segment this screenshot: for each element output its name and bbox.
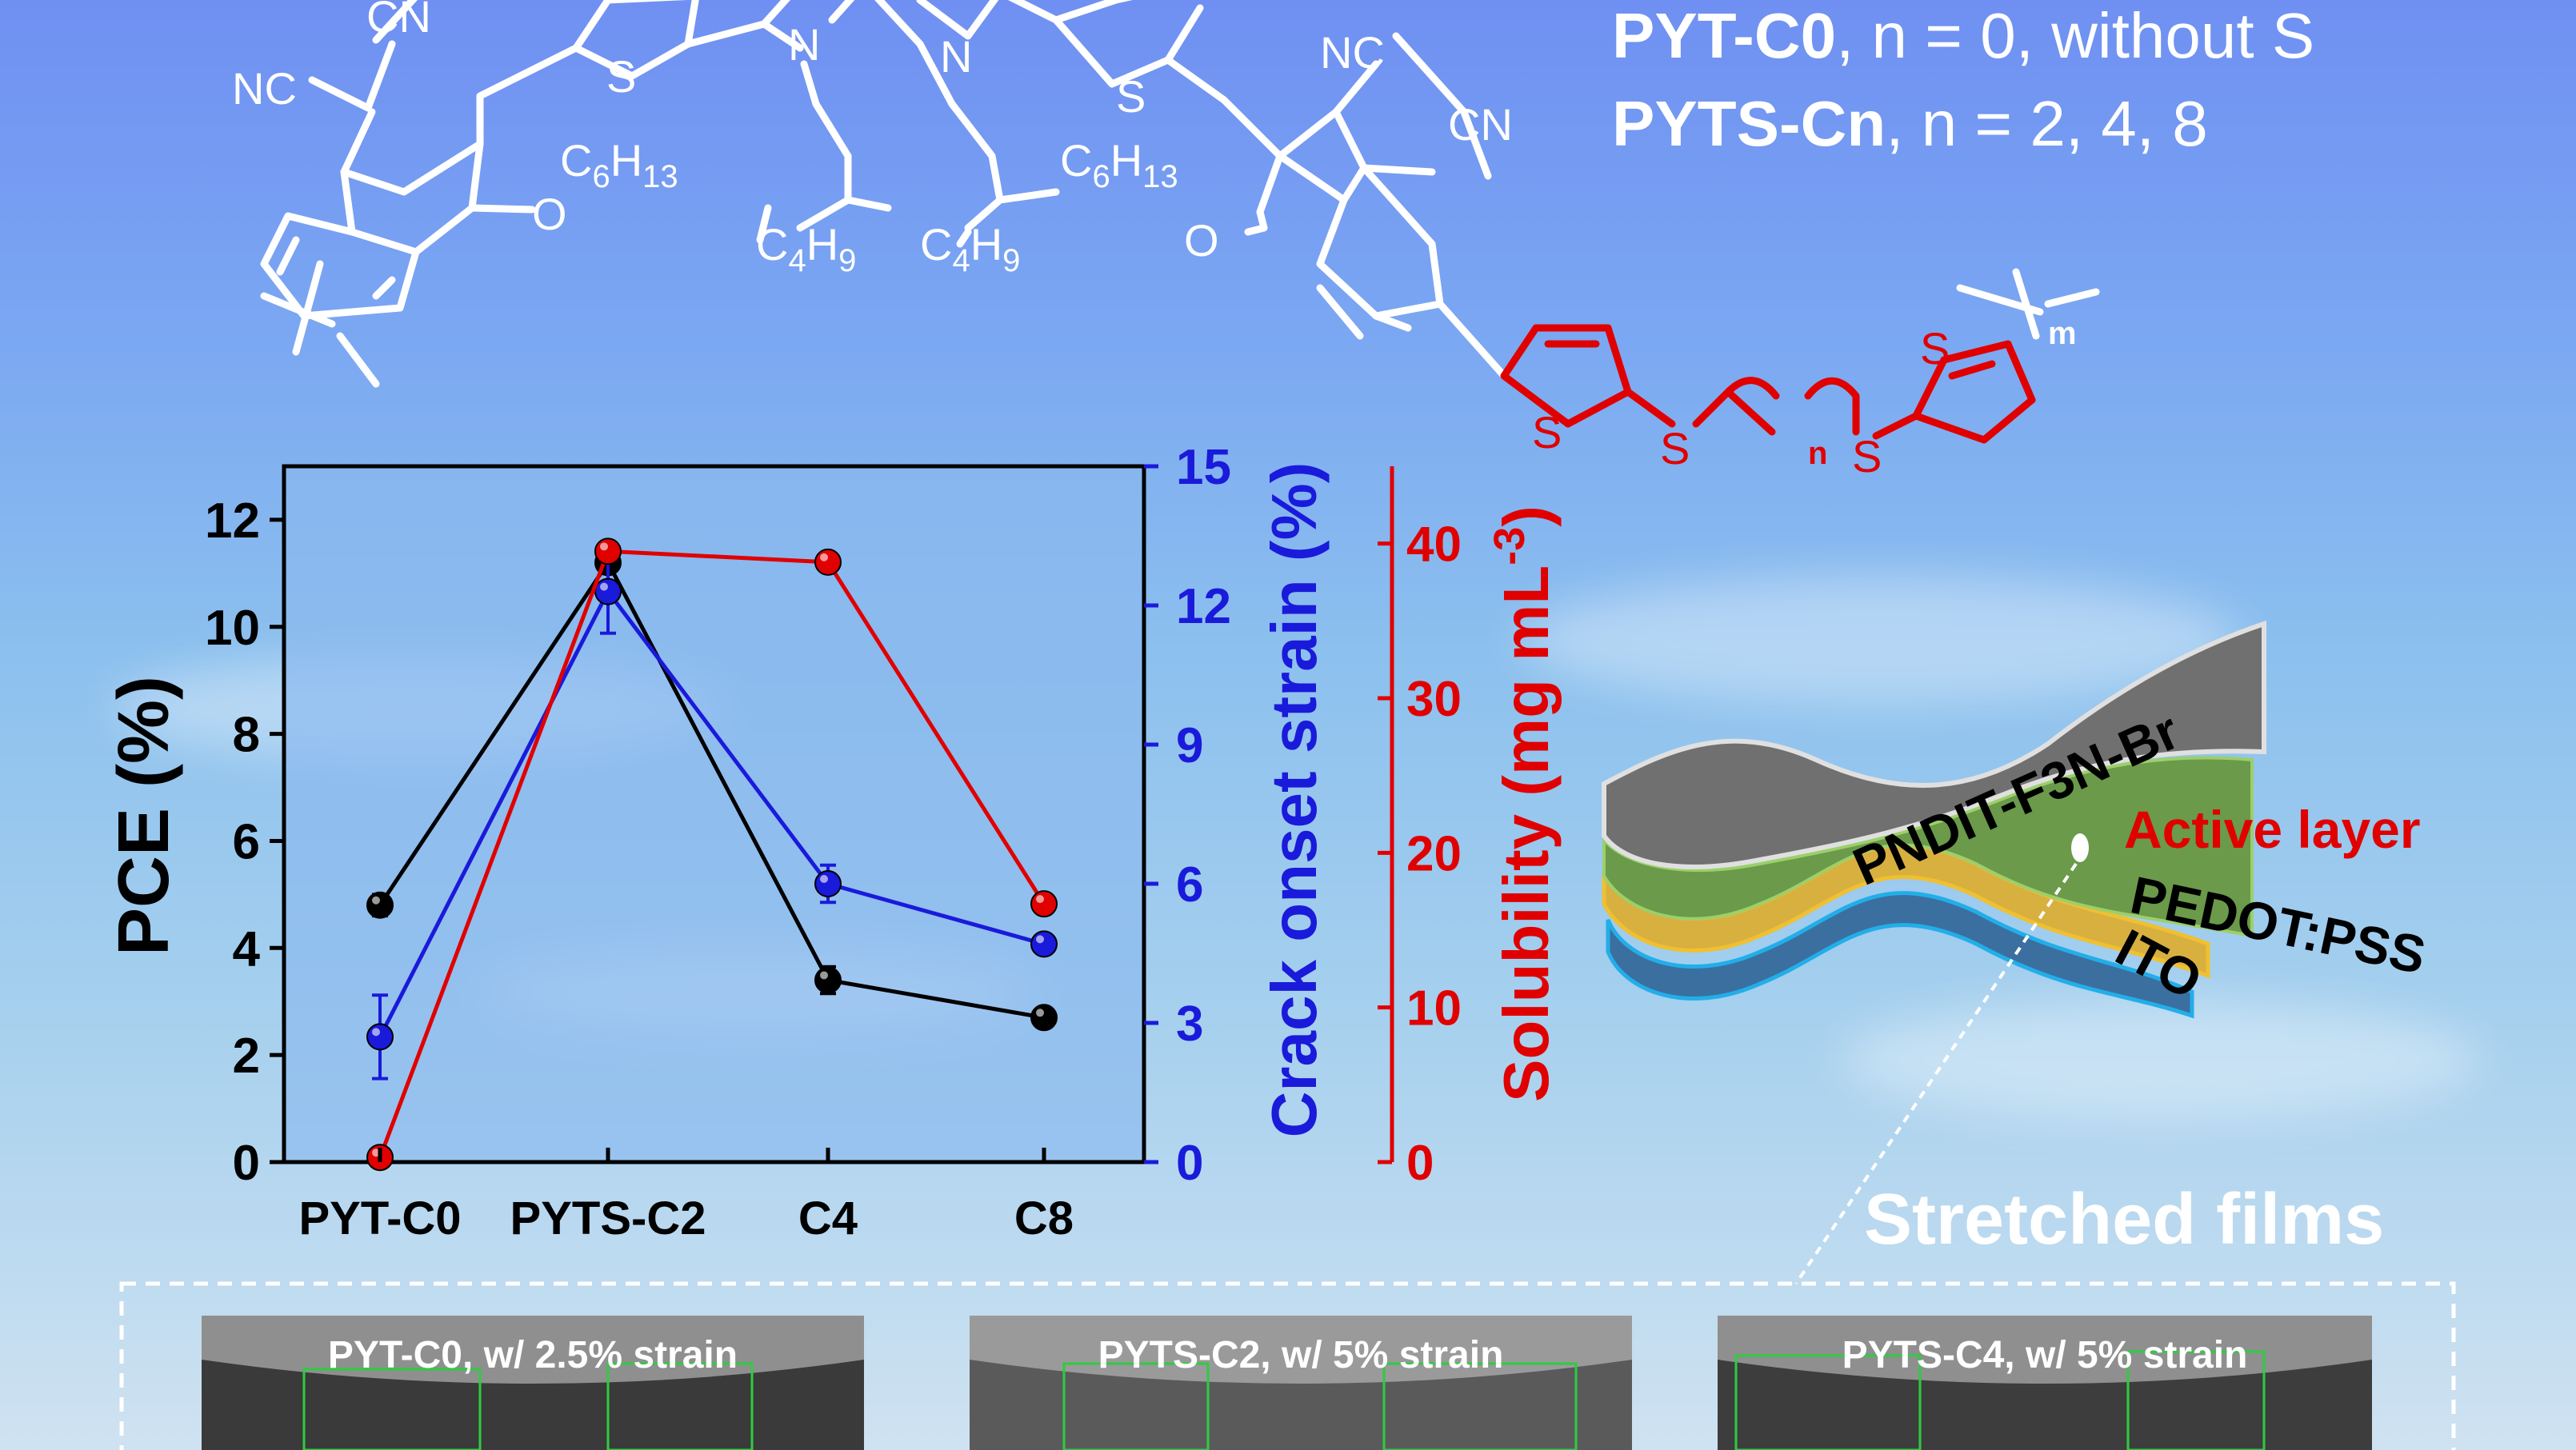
atom-o-1: O — [532, 189, 567, 239]
tick-label-right2-3: 30 — [1406, 672, 1462, 727]
tick-label-right1-5: 15 — [1176, 440, 1231, 495]
callout-line — [1794, 862, 2078, 1285]
tick-label-right1-0: 0 — [1176, 1136, 1203, 1191]
formula-c4h9-left: C4H9 — [756, 219, 856, 278]
atom-s-red-4: S — [1920, 323, 1950, 373]
point-left-0 — [366, 891, 394, 919]
atom-s-1: S — [606, 51, 636, 102]
x-tick-label-2: C4 — [798, 1192, 858, 1244]
atom-m: m — [2048, 316, 2077, 351]
film-photo-2: PYTS-C2, w/ 5% strain — [970, 1316, 1632, 1450]
point-highlight-right1-0 — [372, 1028, 380, 1037]
atom-nc-2: NC — [1320, 27, 1385, 78]
formula-c6h13-right: C6H13 — [1060, 135, 1178, 194]
compound-legend-line-1: PYT-C0, n = 0, without S — [1612, 0, 2314, 71]
tick-label-right1-4: 12 — [1176, 579, 1231, 634]
film-photo-3-title: PYTS-C4, w/ 5% strain — [1842, 1334, 2248, 1376]
tick-label-right1-2: 6 — [1176, 857, 1203, 913]
x-tick-label-3: C8 — [1014, 1192, 1074, 1244]
atom-n-2: N — [940, 31, 972, 82]
point-highlight-right2-2 — [820, 553, 828, 561]
atom-cn-2: CN — [1448, 99, 1513, 150]
atom-o-2: O — [1184, 215, 1219, 266]
series-layer — [366, 537, 1058, 1172]
formula-c6h13-left: C6H13 — [560, 135, 678, 194]
tick-label-right2-1: 10 — [1406, 981, 1462, 1037]
atom-s-red-3: S — [1852, 431, 1882, 481]
tick-label-right1-1: 3 — [1176, 997, 1203, 1052]
point-highlight-left-3 — [1036, 1009, 1044, 1017]
film-photo-1-title: PYT-C0, w/ 2.5% strain — [328, 1334, 738, 1376]
point-highlight-right1-2 — [820, 875, 828, 883]
thiophene-sulfide-segment — [1500, 324, 2036, 444]
atom-s-2: S — [1116, 71, 1146, 122]
series-line-left — [378, 558, 1045, 1020]
layer-label-active: Active layer — [2124, 800, 2421, 859]
tick-label-left-4: 8 — [233, 708, 260, 763]
point-right1-0 — [366, 1023, 394, 1051]
point-highlight-left-2 — [820, 971, 828, 980]
compound-legend-line-2: PYTS-Cn, n = 2, 4, 8 — [1612, 88, 2208, 159]
film-photo-2-title: PYTS-C2, w/ 5% strain — [1098, 1334, 1504, 1376]
series-line-right1 — [378, 587, 1045, 1038]
x-tick-label-0: PYT-C0 — [298, 1192, 461, 1244]
tick-label-left-0: 0 — [233, 1136, 260, 1191]
y-axis-label-crack: Crack onset strain (%) — [1258, 462, 1330, 1138]
point-highlight-left-0 — [372, 896, 380, 905]
point-right2-1 — [594, 537, 622, 565]
point-highlight-right1-1 — [600, 582, 608, 591]
layer-active-shape — [1602, 756, 2254, 938]
tick-label-left-6: 12 — [205, 493, 260, 549]
film-photo-3: PYTS-C4, w/ 5% strain — [1718, 1316, 2372, 1450]
tick-label-left-3: 6 — [233, 814, 260, 869]
atom-n-subscript: n — [1808, 436, 1827, 471]
atom-s-red-1: S — [1532, 407, 1562, 457]
point-right1-1 — [594, 577, 622, 605]
layer-ito-shape — [1606, 891, 2194, 1019]
tick-label-right1-3: 9 — [1176, 718, 1203, 773]
point-right2-3 — [1030, 890, 1058, 918]
point-highlight-right1-3 — [1036, 935, 1044, 944]
plot-area — [282, 464, 1146, 1164]
tick-label-right2-2: 20 — [1406, 826, 1462, 881]
atom-n-1: N — [788, 19, 820, 70]
axes-layer: 0 2 4 6 8 10 12 0 3 6 9 12 15 0 10 20 30 40 PYT-C0 PYTS-C2 C… — [205, 440, 1462, 1244]
point-left-2 — [814, 966, 842, 994]
y-axis-label-pce: PCE (%) — [104, 676, 184, 956]
molecule-structure — [260, 0, 2100, 388]
tick-label-right2-4: 40 — [1406, 517, 1462, 573]
stretched-films-frame — [119, 1281, 2456, 1450]
point-highlight-right2-1 — [600, 542, 608, 551]
y-axis-label-solubility: Solubility (mg mL-3) — [1486, 505, 1562, 1102]
formula-c4h9-right: C4H9 — [920, 219, 1020, 278]
tick-label-left-2: 4 — [233, 921, 261, 977]
point-left-3 — [1030, 1004, 1058, 1032]
tick-label-left-5: 10 — [205, 601, 260, 656]
atom-s-red-2: S — [1660, 423, 1690, 473]
point-right2-2 — [814, 548, 842, 576]
point-highlight-right2-3 — [1036, 895, 1044, 904]
compound-legend: PYT-C0, n = 0, without S PYTS-Cn, n = 2,… — [1612, 0, 2314, 159]
chart: 0 2 4 6 8 10 12 0 3 6 9 12 15 0 10 20 30 40 PYT-C0 PYTS-C2 C… — [104, 440, 1562, 1244]
point-right1-3 — [1030, 930, 1058, 958]
layer-pndit-shape — [1602, 620, 2266, 869]
atom-nc-1: NC — [232, 63, 297, 114]
film-photo-1: PYT-C0, w/ 2.5% strain — [202, 1316, 864, 1450]
point-right1-2 — [814, 870, 842, 897]
atom-cn-1: CN — [366, 0, 431, 42]
x-tick-label-1: PYTS-C2 — [510, 1192, 706, 1244]
tick-label-left-1: 2 — [233, 1029, 260, 1084]
red-atom-labels: S S n S S — [1532, 323, 1950, 481]
series-line-right2 — [378, 549, 1046, 1159]
stretched-films-heading: Stretched films — [1864, 1180, 2384, 1260]
selection-marker — [2071, 833, 2089, 862]
atom-labels: CN NC O S N N S NC CN O C6H13 C4H9 C6H13… — [232, 0, 2077, 351]
tick-label-right2-0: 0 — [1406, 1136, 1434, 1191]
